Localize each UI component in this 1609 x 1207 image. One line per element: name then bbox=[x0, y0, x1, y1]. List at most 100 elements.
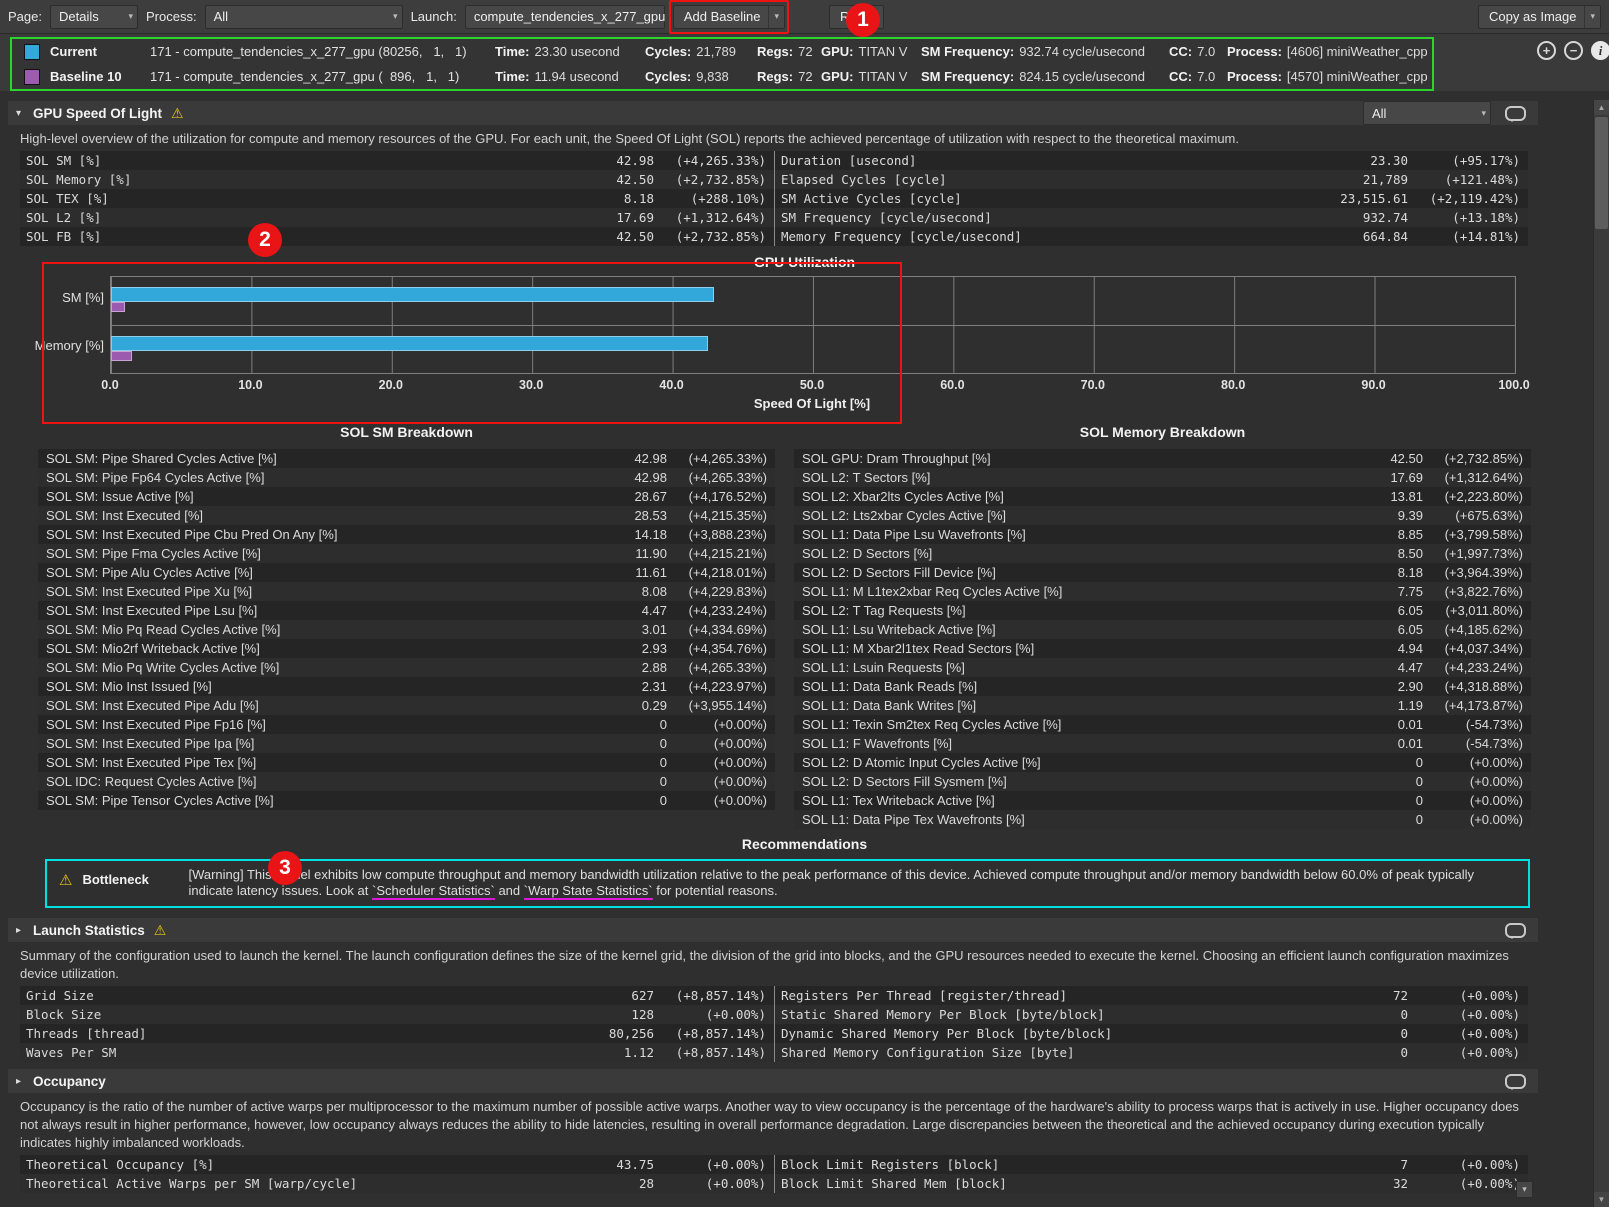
metric-value: 8.50 bbox=[1397, 545, 1423, 561]
baseline-gpu: GPU: TITAN V bbox=[821, 44, 921, 59]
metric-delta: (+0.00%) bbox=[1459, 988, 1520, 1004]
metric-row: SOL SM: Mio2rf Writeback Active [%] 2.93… bbox=[38, 638, 775, 658]
warning-text: for potential reasons. bbox=[652, 883, 778, 899]
baseline-row[interactable]: Current 171 - compute_tendencies_x_277_g… bbox=[12, 39, 1432, 64]
metric-row: SOL L1: Data Bank Reads [%] 2.90 (+4,318… bbox=[794, 676, 1531, 696]
metric-row: SOL L1: Tex Writeback Active [%] 0 (+0.0… bbox=[794, 790, 1531, 810]
warp-state-statistics-link[interactable]: `Warp State Statistics` bbox=[523, 883, 653, 901]
metric-name: SOL GPU: Dram Throughput [%] bbox=[802, 450, 991, 466]
metric-row: SOL L2: D Sectors [%] 8.50 (+1,997.73%) bbox=[794, 543, 1531, 563]
launch-select[interactable]: compute_tendencies_x_277_gpu ▾ bbox=[464, 4, 680, 29]
section-header-launch-statistics[interactable]: ▸ Launch Statistics ⚠ bbox=[8, 918, 1538, 943]
metric-name: SOL L1: Lsu Writeback Active [%] bbox=[802, 621, 996, 637]
comment-icon[interactable] bbox=[1505, 922, 1526, 939]
gpu-value: TITAN V bbox=[858, 44, 908, 59]
expand-caret-icon[interactable]: ▸ bbox=[16, 1075, 22, 1087]
sol-filter-select[interactable]: All ▾ bbox=[1363, 101, 1491, 125]
vertical-scrollbar[interactable]: ▲ ▼ bbox=[1593, 100, 1609, 1207]
baseline-row[interactable]: Baseline 10 171 - compute_tendencies_x_2… bbox=[12, 64, 1432, 89]
metric-delta: (+0.00%) bbox=[1459, 1157, 1520, 1173]
x-axis-tick: 100.0 bbox=[1498, 377, 1530, 392]
scheduler-statistics-link[interactable]: `Scheduler Statistics` bbox=[372, 883, 495, 901]
chevron-down-icon[interactable]: ▾ bbox=[1584, 5, 1600, 28]
metric-delta: (+4,173.87%) bbox=[1444, 697, 1523, 713]
copy-as-image-button[interactable]: Copy as Image ▾ bbox=[1478, 4, 1601, 29]
metric-row: SOL L2: D Sectors Fill Sysmem [%] 0 (+0.… bbox=[794, 771, 1531, 791]
metric-row: Grid Size 627 (+8,857.14%) bbox=[20, 986, 774, 1006]
info-icon[interactable]: i bbox=[1591, 41, 1609, 60]
comment-icon[interactable] bbox=[1505, 1073, 1526, 1090]
metric-value: 80,256 bbox=[608, 1026, 654, 1042]
warning-text: and bbox=[494, 883, 524, 899]
metric-delta: (+4,318.88%) bbox=[1444, 678, 1523, 694]
baseline-name: Baseline 10 bbox=[50, 69, 122, 84]
process-select[interactable]: All ▾ bbox=[204, 4, 403, 29]
baseline-cycles: Cycles: 9,838 bbox=[645, 69, 757, 84]
sol-metrics-table: SOL SM [%] 42.98 (+4,265.33%) SOL Memory… bbox=[20, 150, 1528, 246]
metric-value: 0.29 bbox=[641, 697, 667, 713]
metric-value: 6.05 bbox=[1397, 602, 1423, 618]
baseline-color-swatch bbox=[24, 43, 40, 60]
bottleneck-label: Bottleneck bbox=[82, 871, 149, 887]
scroll-down-icon[interactable]: ▼ bbox=[1594, 1192, 1609, 1207]
metric-value: 0 bbox=[659, 754, 667, 770]
sol-description: High-level overview of the utilization f… bbox=[20, 131, 1239, 146]
metric-delta: (+3,964.39%) bbox=[1444, 564, 1523, 580]
metric-row: SOL SM [%] 42.98 (+4,265.33%) bbox=[20, 150, 774, 170]
metric-delta: (+4,223.97%) bbox=[688, 678, 767, 694]
metric-name: SOL SM: Pipe Alu Cycles Active [%] bbox=[46, 564, 253, 580]
metric-delta: (+4,233.24%) bbox=[1444, 659, 1523, 675]
scroll-up-icon[interactable]: ▲ bbox=[1594, 100, 1609, 115]
metric-delta: (+2,119.42%) bbox=[1429, 190, 1520, 206]
zoom-out-icon[interactable]: − bbox=[1564, 41, 1583, 60]
metric-name: SOL L1: Data Bank Writes [%] bbox=[802, 697, 977, 713]
section-header-controls: All ▾ bbox=[1363, 101, 1530, 125]
metric-value: 8.08 bbox=[641, 583, 667, 599]
metric-name: SOL L2 [%] bbox=[26, 209, 102, 225]
metric-row: SOL L1: Data Pipe Lsu Wavefronts [%] 8.8… bbox=[794, 524, 1531, 544]
section-title: GPU Speed Of Light bbox=[33, 105, 163, 121]
section-header-gpu-speed-of-light[interactable]: ▾ GPU Speed Of Light ⚠ All ▾ bbox=[8, 101, 1538, 125]
metric-delta: (+121.48%) bbox=[1444, 171, 1520, 187]
metric-name: SOL SM: Inst Executed Pipe Ipa [%] bbox=[46, 735, 255, 751]
section-header-controls bbox=[1505, 1073, 1530, 1090]
zoom-in-icon[interactable]: + bbox=[1537, 41, 1556, 60]
launch-description: Summary of the configuration used to lau… bbox=[20, 948, 1509, 981]
scrollbar-thumb[interactable] bbox=[1595, 117, 1608, 229]
metric-name: Block Limit Registers [block] bbox=[781, 1157, 1000, 1173]
section-header-occupancy[interactable]: ▸ Occupancy bbox=[8, 1069, 1538, 1094]
expand-caret-icon[interactable]: ▸ bbox=[16, 924, 22, 936]
metric-name: Elapsed Cycles [cycle] bbox=[781, 171, 947, 187]
occupancy-description: Occupancy is the ratio of the number of … bbox=[20, 1099, 1519, 1150]
metric-name: SOL SM: Inst Executed Pipe Xu [%] bbox=[46, 583, 253, 599]
metric-name: SOL L2: D Sectors Fill Device [%] bbox=[802, 564, 996, 580]
metric-value: 23.30 bbox=[1370, 152, 1408, 168]
metric-row: SOL FB [%] 42.50 (+2,732.85%) bbox=[20, 226, 774, 246]
baseline-panel-icons: + − i bbox=[1537, 41, 1609, 60]
gpu-label: GPU: bbox=[821, 44, 854, 59]
metric-value: 1.12 bbox=[623, 1045, 654, 1061]
metric-row: SOL SM: Mio Pq Read Cycles Active [%] 3.… bbox=[38, 619, 775, 639]
add-baseline-button[interactable]: Add Baseline ▾ bbox=[672, 4, 785, 29]
comment-icon[interactable] bbox=[1505, 105, 1526, 122]
chevron-down-icon: ▾ bbox=[393, 11, 398, 21]
metric-row: Waves Per SM 1.12 (+8,857.14%) bbox=[20, 1043, 774, 1063]
chevron-down-icon[interactable]: ▾ bbox=[768, 5, 784, 28]
metric-value: 664.84 bbox=[1362, 228, 1408, 244]
warning-icon: ⚠ bbox=[153, 921, 167, 938]
page-select[interactable]: Details ▾ bbox=[49, 4, 138, 29]
breakdown-titles: SOL SM Breakdown SOL Memory Breakdown bbox=[38, 424, 1609, 440]
baseline-kernel: 171 - compute_tendencies_x_277_gpu ( 896… bbox=[150, 69, 460, 84]
metric-delta: (+4,176.52%) bbox=[688, 488, 767, 504]
metric-row: Theoretical Active Warps per SM [warp/cy… bbox=[20, 1174, 774, 1194]
metric-value: 28.67 bbox=[634, 488, 667, 504]
warning-icon: ⚠ bbox=[171, 104, 184, 121]
table-scroll-down-icon[interactable]: ▾ bbox=[1516, 1181, 1533, 1198]
metric-value: 2.31 bbox=[641, 678, 667, 694]
metric-delta: (+2,732.85%) bbox=[1444, 450, 1523, 466]
metric-delta: (+0.00%) bbox=[705, 1007, 766, 1023]
collapse-caret-icon[interactable]: ▾ bbox=[16, 107, 22, 119]
metric-delta: (+0.00%) bbox=[705, 1157, 766, 1173]
metric-name: Theoretical Active Warps per SM [warp/cy… bbox=[26, 1176, 358, 1192]
metric-delta: (+4,229.83%) bbox=[688, 583, 767, 599]
